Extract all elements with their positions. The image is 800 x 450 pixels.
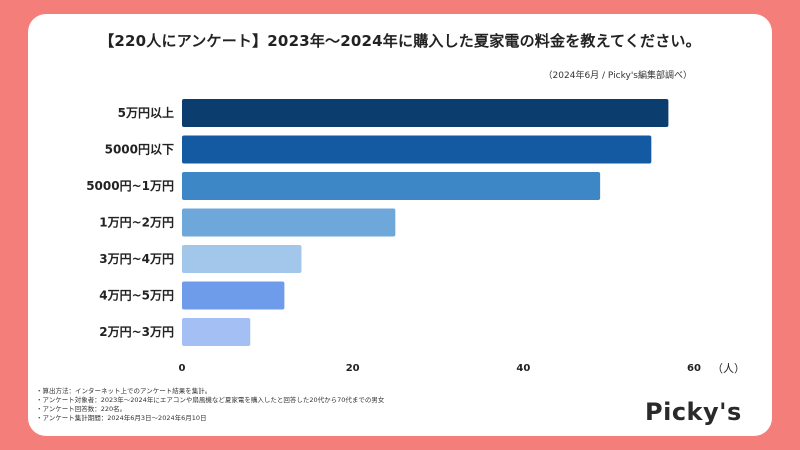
- pickys-logo: Picky's: [645, 398, 742, 426]
- x-tick-label-40: 40: [516, 363, 530, 374]
- note-responses: ・アンケート回答数：220名。: [36, 405, 127, 413]
- note-target: ・アンケート対象者：2023年〜2024年にエアコンや扇風機など夏家電を購入した…: [36, 396, 385, 404]
- category-label-1: 5万円以上: [118, 105, 174, 120]
- bar-6: [182, 281, 285, 310]
- x-axis-unit: （人）: [712, 362, 745, 375]
- bar-3: [182, 172, 601, 200]
- bar-7: [182, 318, 251, 346]
- bar-1: [182, 99, 669, 127]
- x-tick-label-20: 20: [346, 363, 360, 374]
- chart-title: 【220人にアンケート】2023年〜2024年に購入した夏家電の料金を教えてくだ…: [99, 32, 701, 50]
- bar-5: [182, 245, 302, 273]
- chart-source: （2024年6月 / Picky's編集部調べ）: [543, 71, 692, 81]
- note-method: ・算出方法：インターネット上でのアンケート結果を集計。: [36, 387, 212, 395]
- category-label-6: 4万円~5万円: [99, 289, 174, 303]
- x-tick-label-0: 0: [179, 363, 186, 374]
- note-period: ・アンケート集計期間：2024年6月3日〜2024年6月10日: [36, 414, 207, 422]
- bar-4: [182, 208, 396, 237]
- category-label-7: 2万円~3万円: [99, 325, 174, 339]
- survey-notes: ・算出方法：インターネット上でのアンケート結果を集計。 ・アンケート対象者：20…: [36, 387, 384, 423]
- category-label-5: 3万円~4万円: [99, 252, 174, 266]
- category-label-2: 5000円以下: [105, 143, 174, 157]
- x-tick-label-60: 60: [687, 363, 701, 374]
- category-label-3: 5000円~1万円: [86, 179, 174, 193]
- bar-2: [182, 135, 652, 164]
- card-background: [28, 14, 772, 436]
- category-label-4: 1万円~2万円: [99, 216, 174, 230]
